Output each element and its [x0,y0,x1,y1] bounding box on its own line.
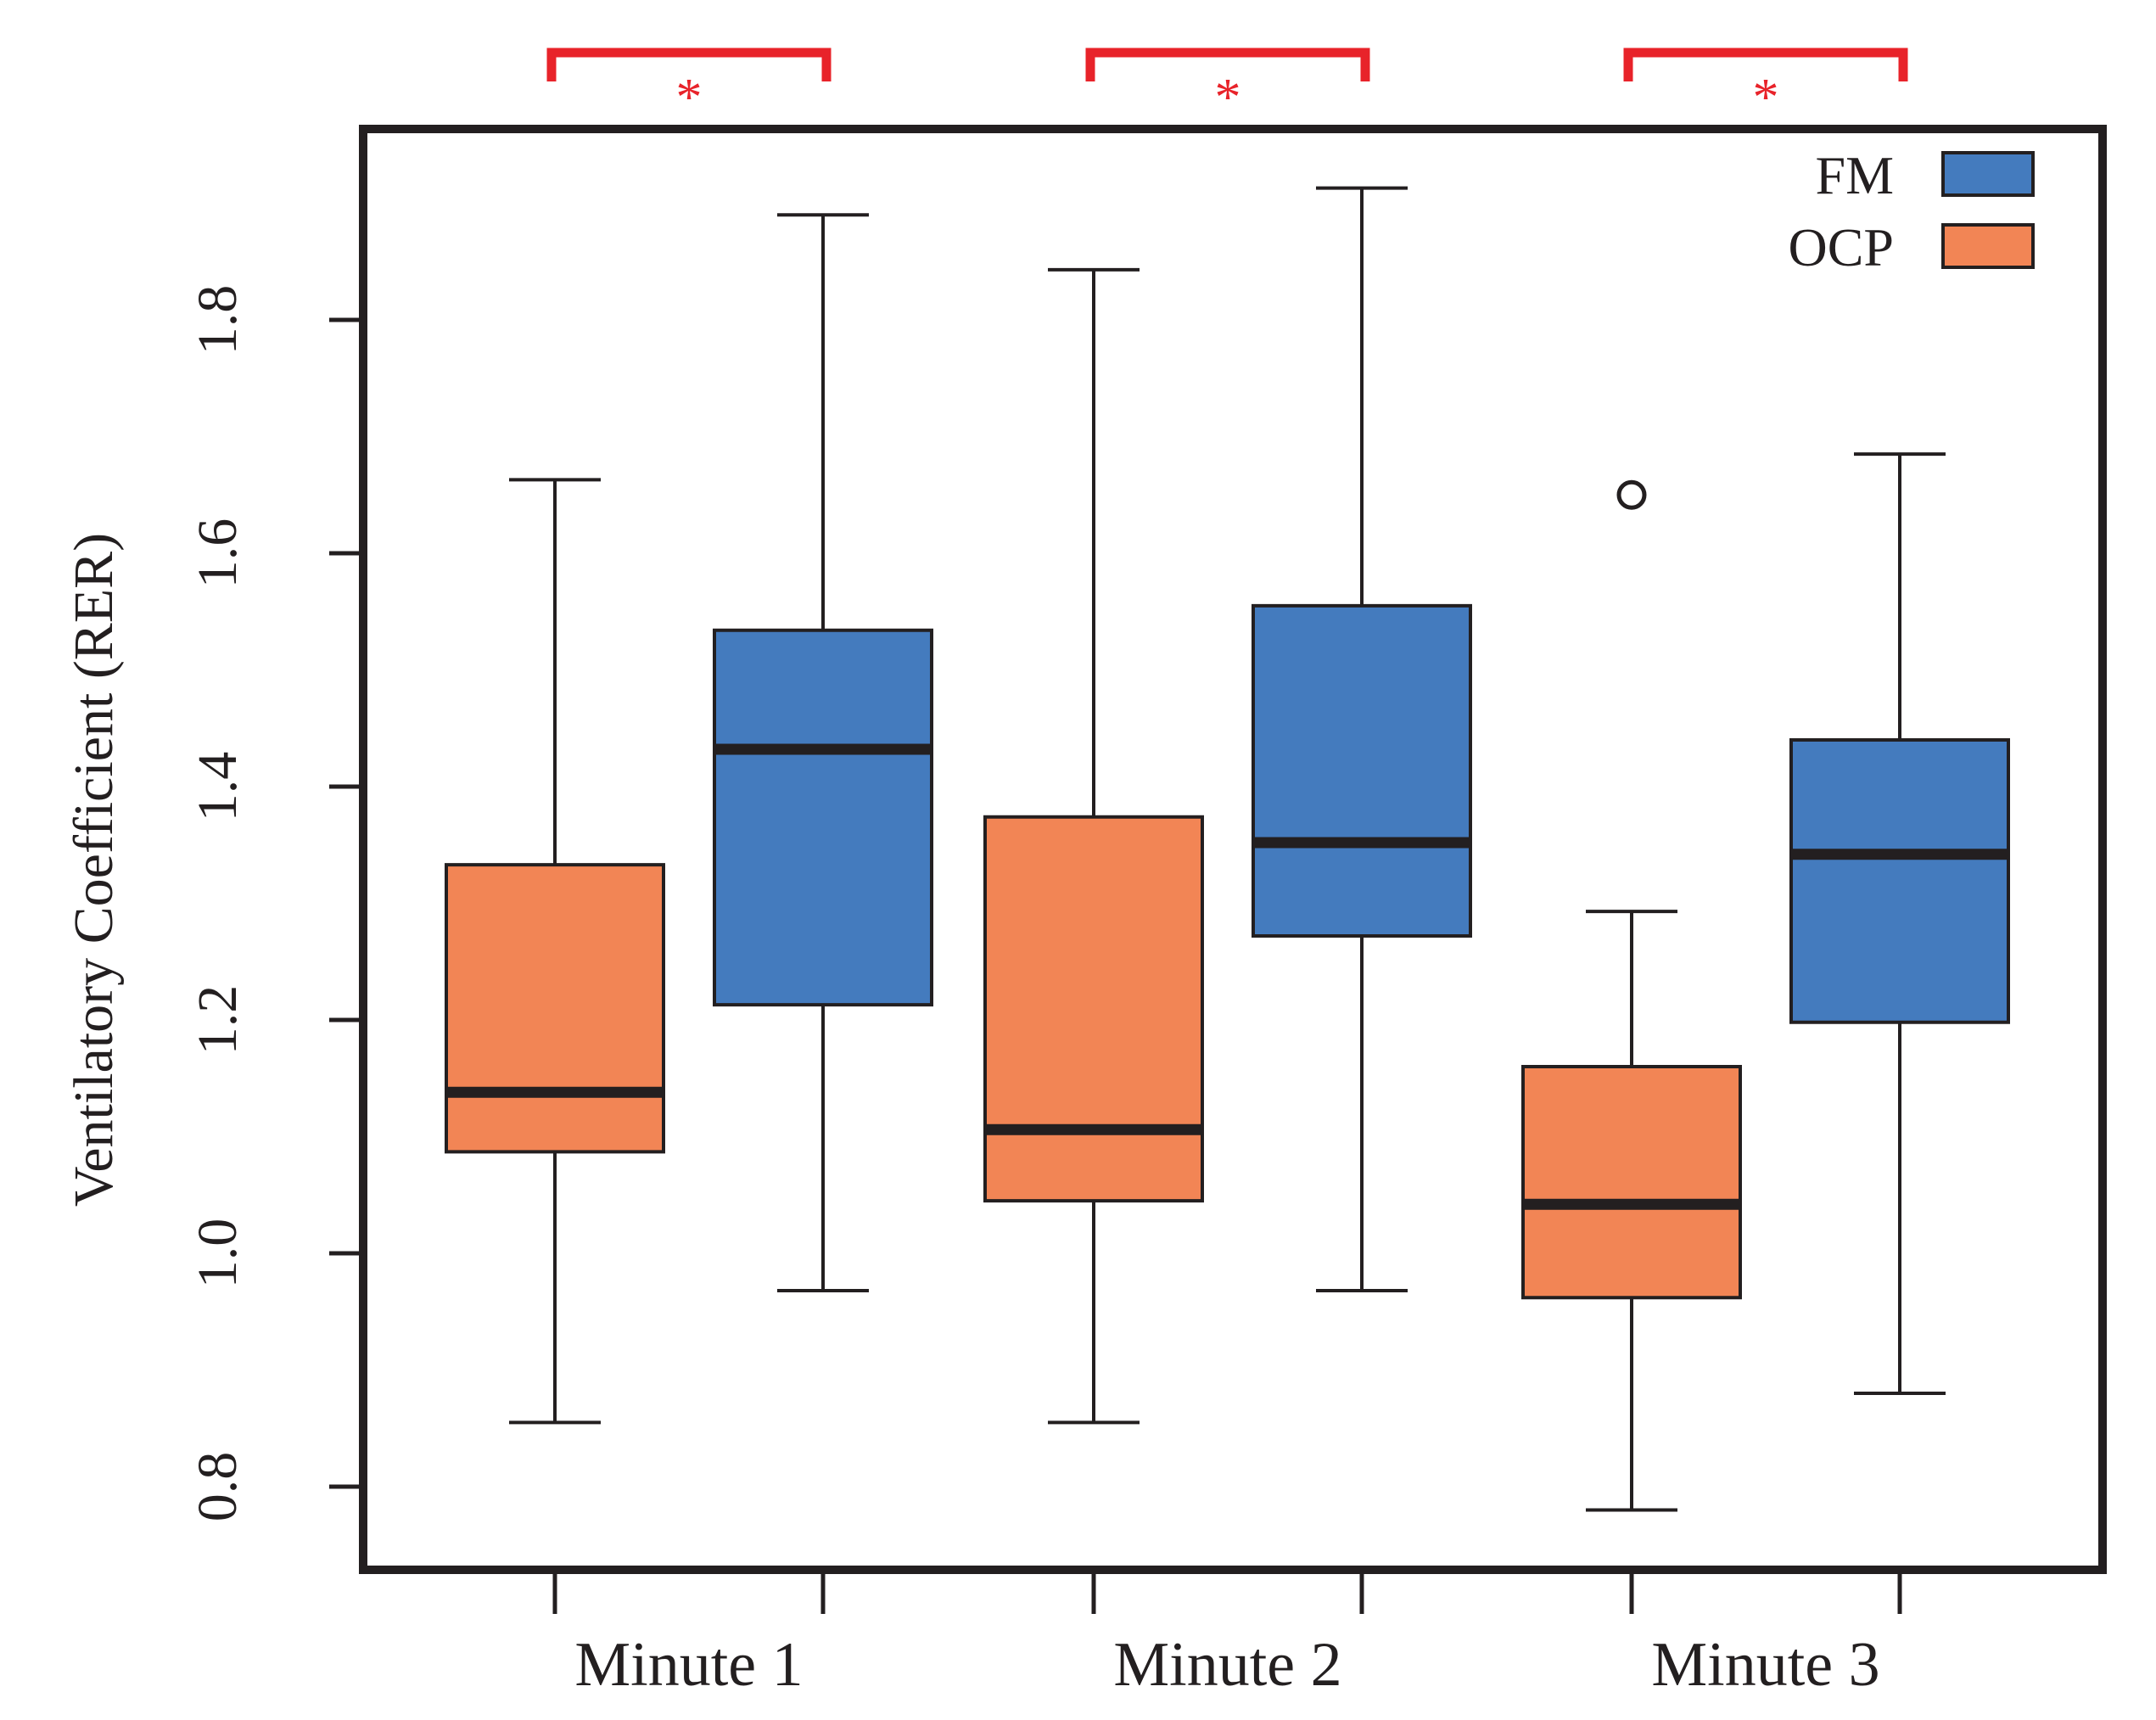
box-fm-2 [1252,186,1472,1292]
legend-swatch-fm [1941,151,2035,197]
legend-label-fm: FM [1816,145,1895,205]
iqr-box [713,628,933,1007]
x-tick-label: Minute 2 [1113,1630,1341,1700]
y-tick-label: 1.2 [187,985,249,1056]
boxes-layer [445,186,2010,1512]
iqr-box [445,863,665,1154]
box-ocp-1 [445,478,665,1425]
legend-label-ocp: OCP [1789,217,1895,277]
bracket-line [546,48,832,81]
significance-star: * [676,69,703,126]
y-tick-label: 0.8 [187,1452,249,1522]
significance-star: * [1215,69,1241,126]
legend-swatch-ocp [1941,223,2035,269]
y-tick-label: 1.8 [187,285,249,356]
iqr-box [1252,603,1472,938]
x-tick-label: Minute 3 [1651,1630,1879,1700]
iqr-box [1521,1065,1742,1300]
x-tick-label: Minute 1 [574,1630,803,1700]
iqr-box [983,815,1204,1203]
y-axis-label: Ventilatory Coefficient (RER) [63,533,125,1207]
box-fm-3 [1789,452,2010,1395]
iqr-box [1789,738,2010,1024]
outlier-point [1616,479,1647,510]
bracket-line [1623,48,1908,81]
y-tick-label: 1.4 [187,752,249,822]
box-ocp-2 [983,267,1204,1425]
significance-bracket-3: * [1623,48,1908,126]
axes-layer: 0.8 1.0 1.2 1.4 1.6 1.8 Minute 1 Minute 2 Minute… [187,285,1902,1700]
legend: FM OCP [1789,145,2035,277]
y-tick-label: 1.6 [187,518,249,589]
y-tick-label: 1.0 [187,1219,249,1289]
box-ocp-3 [1521,479,1742,1512]
box-fm-1 [713,213,933,1292]
significance-brackets: * * * [546,48,1908,126]
significance-bracket-2: * [1085,48,1370,126]
bracket-line [1085,48,1370,81]
significance-star: * [1753,69,1779,126]
significance-bracket-1: * [546,48,832,126]
plot-frame [359,125,2107,1574]
